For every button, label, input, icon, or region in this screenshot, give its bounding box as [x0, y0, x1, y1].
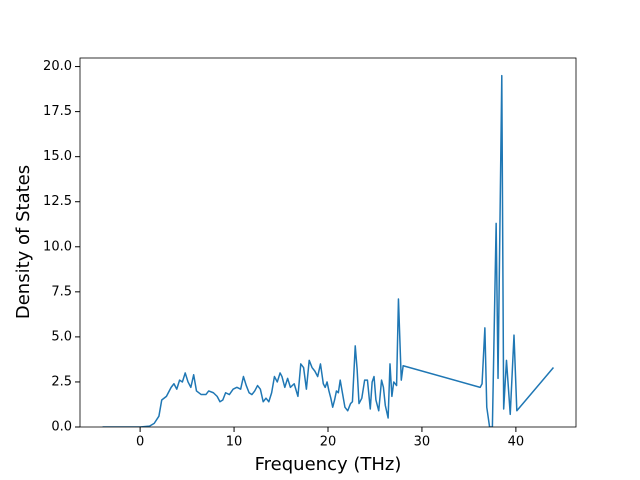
x-tick-label: 40 [508, 435, 525, 450]
x-axis-label: Frequency (THz) [255, 454, 402, 475]
y-tick-label: 2.5 [51, 374, 72, 389]
y-tick-label: 5.0 [51, 329, 72, 344]
x-tick-label: 10 [226, 435, 243, 450]
x-tick-label: 20 [320, 435, 337, 450]
y-tick-label: 17.5 [43, 104, 72, 119]
y-tick-label: 20.0 [43, 59, 72, 74]
y-tick-label: 10.0 [43, 239, 72, 254]
data-line [102, 74, 555, 427]
y-tick-label: 0.0 [51, 420, 72, 435]
y-tick-label: 12.5 [43, 194, 72, 209]
y-tick-label: 7.5 [51, 284, 72, 299]
x-tick-label: 0 [136, 435, 144, 450]
plot-frame [79, 57, 577, 428]
y-axis-label: Density of States [13, 165, 34, 319]
x-tick-label: 30 [414, 435, 431, 450]
y-tick-label: 15.0 [43, 149, 72, 164]
